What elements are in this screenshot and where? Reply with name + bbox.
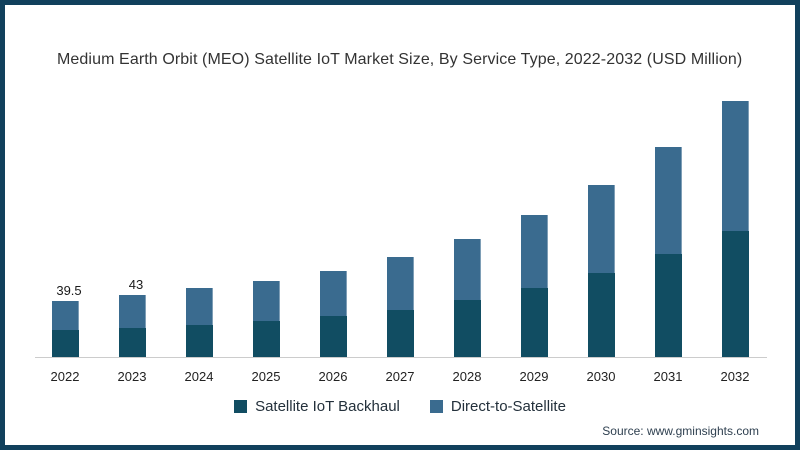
x-tick-2027: 2027 — [385, 369, 415, 384]
legend-swatch-icon — [429, 400, 443, 413]
bar-2028-backhaul-segment — [453, 300, 481, 357]
legend-swatch-icon — [234, 400, 248, 413]
x-tick-2022: 2022 — [50, 369, 80, 384]
bar-2025-backhaul-segment — [252, 321, 280, 357]
bar-2022-direct-segment — [51, 301, 79, 330]
bar-2022-backhaul-segment — [51, 330, 79, 357]
legend: Satellite IoT Backhaul Direct-to-Satellit… — [5, 398, 795, 415]
bar-2030-backhaul-segment — [587, 273, 615, 357]
legend-item-backhaul: Satellite IoT Backhaul — [234, 398, 400, 415]
bar-2024-direct-segment — [185, 288, 213, 325]
bar-2032-backhaul-segment — [721, 231, 749, 357]
bar-2031-backhaul-segment — [654, 254, 682, 357]
bar-2031-direct-segment — [654, 147, 682, 254]
x-tick-2025: 2025 — [251, 369, 281, 384]
x-tick-2030: 2030 — [586, 369, 616, 384]
x-tick-2024: 2024 — [184, 369, 214, 384]
bar-2027-direct-segment — [386, 257, 414, 310]
legend-label: Direct-to-Satellite — [450, 398, 566, 415]
data-label-2023: 43 — [128, 277, 144, 292]
bar-2029-direct-segment — [520, 215, 548, 288]
x-tick-2029: 2029 — [519, 369, 549, 384]
bar-2030-direct-segment — [587, 185, 615, 273]
bar-2029-backhaul-segment — [520, 288, 548, 357]
legend-label: Satellite IoT Backhaul — [255, 398, 400, 415]
bar-2026-direct-segment — [319, 271, 347, 316]
bar-2032-direct-segment — [721, 101, 749, 231]
bar-2024-backhaul-segment — [185, 325, 213, 357]
bar-2028-direct-segment — [453, 239, 481, 300]
x-tick-2031: 2031 — [653, 369, 683, 384]
x-tick-2028: 2028 — [452, 369, 482, 384]
plot-area: 39.5 43 2022 2023 2024 2025 2026 2027 2028 2029 2… — [5, 5, 795, 445]
x-tick-2026: 2026 — [318, 369, 348, 384]
x-axis-line — [35, 357, 767, 358]
bar-2027-backhaul-segment — [386, 310, 414, 357]
bar-2026-backhaul-segment — [319, 316, 347, 357]
data-label-2022: 39.5 — [56, 283, 82, 298]
bar-2025-direct-segment — [252, 281, 280, 321]
chart-title: Medium Earth Orbit (MEO) Satellite IoT M… — [57, 51, 743, 68]
source-text: Source: www.gminsights.com — [602, 424, 759, 438]
x-tick-2032: 2032 — [720, 369, 750, 384]
bar-2023-direct-segment — [118, 295, 146, 328]
bar-2023-backhaul-segment — [118, 328, 146, 357]
x-tick-2023: 2023 — [117, 369, 147, 384]
legend-item-direct: Direct-to-Satellite — [429, 398, 566, 415]
